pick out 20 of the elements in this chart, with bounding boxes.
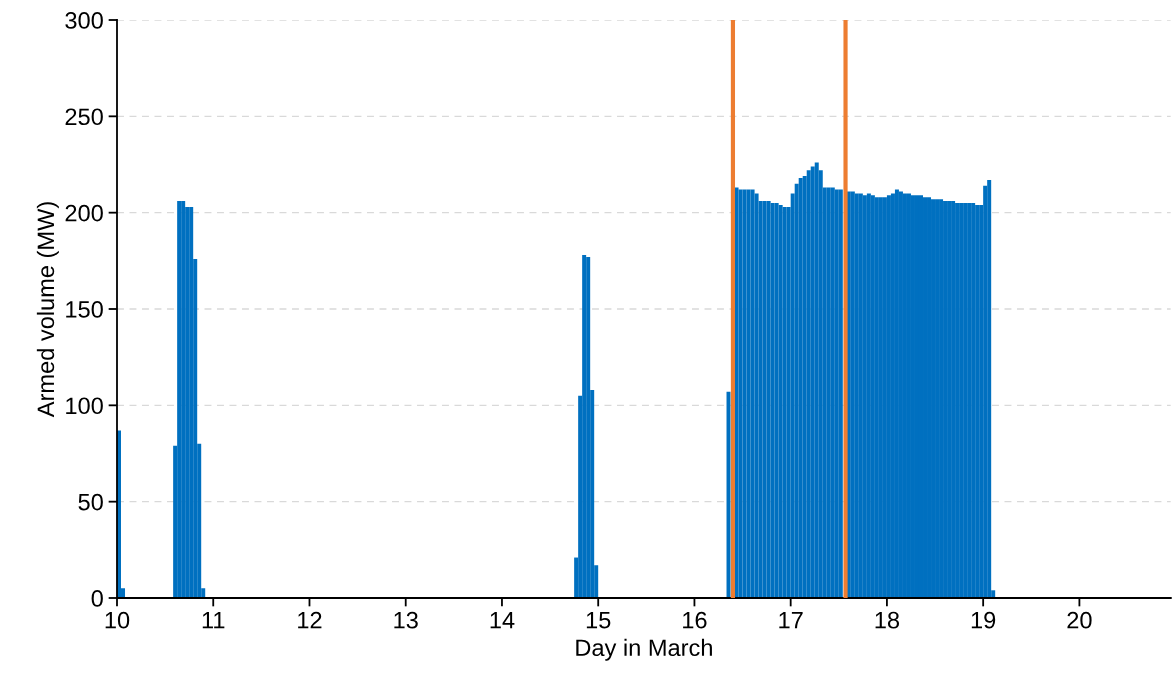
x-tick-label: 13 <box>394 611 418 629</box>
x-tick-label: 14 <box>490 612 515 629</box>
x-tick-label: 10 <box>105 611 130 629</box>
y-tick-label: 250 <box>65 108 103 126</box>
y-tick-label: 300 <box>65 12 103 29</box>
x-tick-label: 19 <box>971 611 996 629</box>
y-tick-label: 150 <box>66 301 103 318</box>
x-tick-label: 11 <box>202 612 225 629</box>
x-tick-label: 20 <box>1067 611 1092 629</box>
x-axis-title: Day in March <box>576 638 712 661</box>
x-tick-label: 12 <box>298 611 322 629</box>
x-tick-label: 18 <box>875 611 900 629</box>
y-axis-title: Armed volume (MW) <box>36 202 59 418</box>
y-tick-label: 100 <box>66 397 103 415</box>
y-tick-label: 50 <box>78 493 103 511</box>
x-tick-label: 16 <box>683 611 707 629</box>
x-tick-label: 15 <box>586 612 611 629</box>
x-tick-label: 17 <box>779 612 803 629</box>
y-tick-label: 200 <box>65 204 103 222</box>
y-tick-label: 0 <box>91 590 103 607</box>
